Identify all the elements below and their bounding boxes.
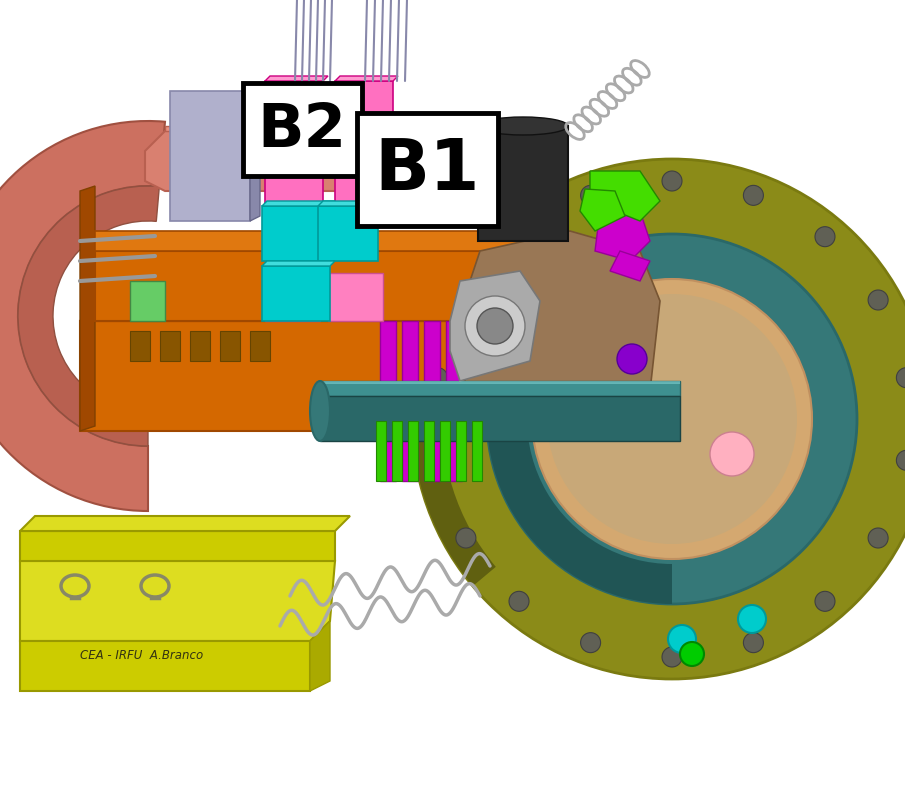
Polygon shape — [250, 87, 260, 221]
Circle shape — [710, 432, 754, 476]
Polygon shape — [20, 531, 335, 561]
Polygon shape — [335, 82, 393, 221]
Text: B1: B1 — [375, 136, 481, 204]
Circle shape — [868, 290, 888, 311]
Circle shape — [581, 633, 601, 653]
Polygon shape — [250, 332, 270, 362]
Circle shape — [868, 528, 888, 548]
Circle shape — [896, 451, 905, 470]
Polygon shape — [450, 272, 540, 381]
Circle shape — [815, 591, 835, 611]
Circle shape — [581, 186, 601, 206]
Polygon shape — [20, 642, 310, 691]
Polygon shape — [130, 332, 150, 362]
Polygon shape — [446, 322, 462, 482]
Circle shape — [680, 642, 704, 666]
Polygon shape — [265, 82, 323, 221]
Circle shape — [509, 591, 529, 611]
Polygon shape — [95, 251, 545, 322]
Polygon shape — [170, 92, 250, 221]
Circle shape — [412, 160, 905, 679]
Ellipse shape — [310, 381, 330, 441]
Polygon shape — [392, 422, 402, 482]
Polygon shape — [220, 332, 240, 362]
Polygon shape — [310, 621, 330, 691]
Polygon shape — [320, 381, 680, 397]
Circle shape — [547, 294, 797, 544]
Polygon shape — [262, 267, 330, 322]
Circle shape — [477, 309, 513, 345]
Wedge shape — [18, 187, 159, 446]
Polygon shape — [590, 172, 660, 221]
Polygon shape — [335, 77, 398, 82]
Polygon shape — [265, 77, 328, 82]
Polygon shape — [190, 332, 210, 362]
Circle shape — [743, 633, 764, 653]
Polygon shape — [595, 212, 650, 262]
Circle shape — [815, 227, 835, 247]
Polygon shape — [424, 422, 434, 482]
Polygon shape — [130, 281, 165, 322]
Circle shape — [509, 227, 529, 247]
Polygon shape — [160, 332, 180, 362]
Text: CEA - IRFU  A.Branco: CEA - IRFU A.Branco — [80, 648, 204, 661]
Polygon shape — [165, 127, 490, 132]
Circle shape — [456, 528, 476, 548]
Circle shape — [662, 172, 682, 191]
Polygon shape — [320, 381, 680, 384]
Polygon shape — [580, 190, 625, 232]
Polygon shape — [262, 202, 335, 207]
Polygon shape — [424, 322, 440, 482]
Circle shape — [668, 625, 696, 653]
Polygon shape — [265, 273, 320, 322]
Polygon shape — [262, 207, 330, 262]
Circle shape — [456, 290, 476, 311]
Polygon shape — [460, 232, 660, 411]
Polygon shape — [380, 322, 396, 482]
Polygon shape — [318, 202, 383, 207]
Polygon shape — [402, 322, 418, 482]
Polygon shape — [610, 251, 650, 281]
Polygon shape — [20, 561, 335, 642]
Circle shape — [428, 368, 448, 388]
Polygon shape — [318, 207, 378, 262]
Polygon shape — [145, 132, 510, 191]
Polygon shape — [328, 273, 383, 322]
Polygon shape — [80, 307, 545, 322]
Bar — [357, 114, 498, 227]
Ellipse shape — [478, 118, 568, 135]
Circle shape — [465, 297, 525, 357]
Circle shape — [738, 605, 766, 633]
Wedge shape — [487, 327, 672, 604]
Polygon shape — [440, 422, 450, 482]
Polygon shape — [456, 422, 466, 482]
Circle shape — [617, 345, 647, 375]
Polygon shape — [80, 187, 95, 431]
Polygon shape — [95, 232, 545, 251]
Polygon shape — [472, 422, 482, 482]
Polygon shape — [262, 262, 335, 267]
Bar — [243, 84, 362, 177]
Circle shape — [896, 368, 905, 388]
Polygon shape — [80, 322, 530, 431]
Circle shape — [662, 647, 682, 667]
Wedge shape — [412, 221, 524, 586]
Wedge shape — [0, 122, 165, 512]
Polygon shape — [320, 397, 680, 441]
Text: B2: B2 — [258, 101, 347, 160]
Polygon shape — [20, 517, 350, 531]
Polygon shape — [408, 422, 418, 482]
Polygon shape — [376, 422, 386, 482]
Circle shape — [532, 280, 812, 560]
Circle shape — [743, 186, 764, 206]
Circle shape — [428, 451, 448, 470]
Polygon shape — [478, 127, 568, 242]
Circle shape — [487, 234, 857, 604]
